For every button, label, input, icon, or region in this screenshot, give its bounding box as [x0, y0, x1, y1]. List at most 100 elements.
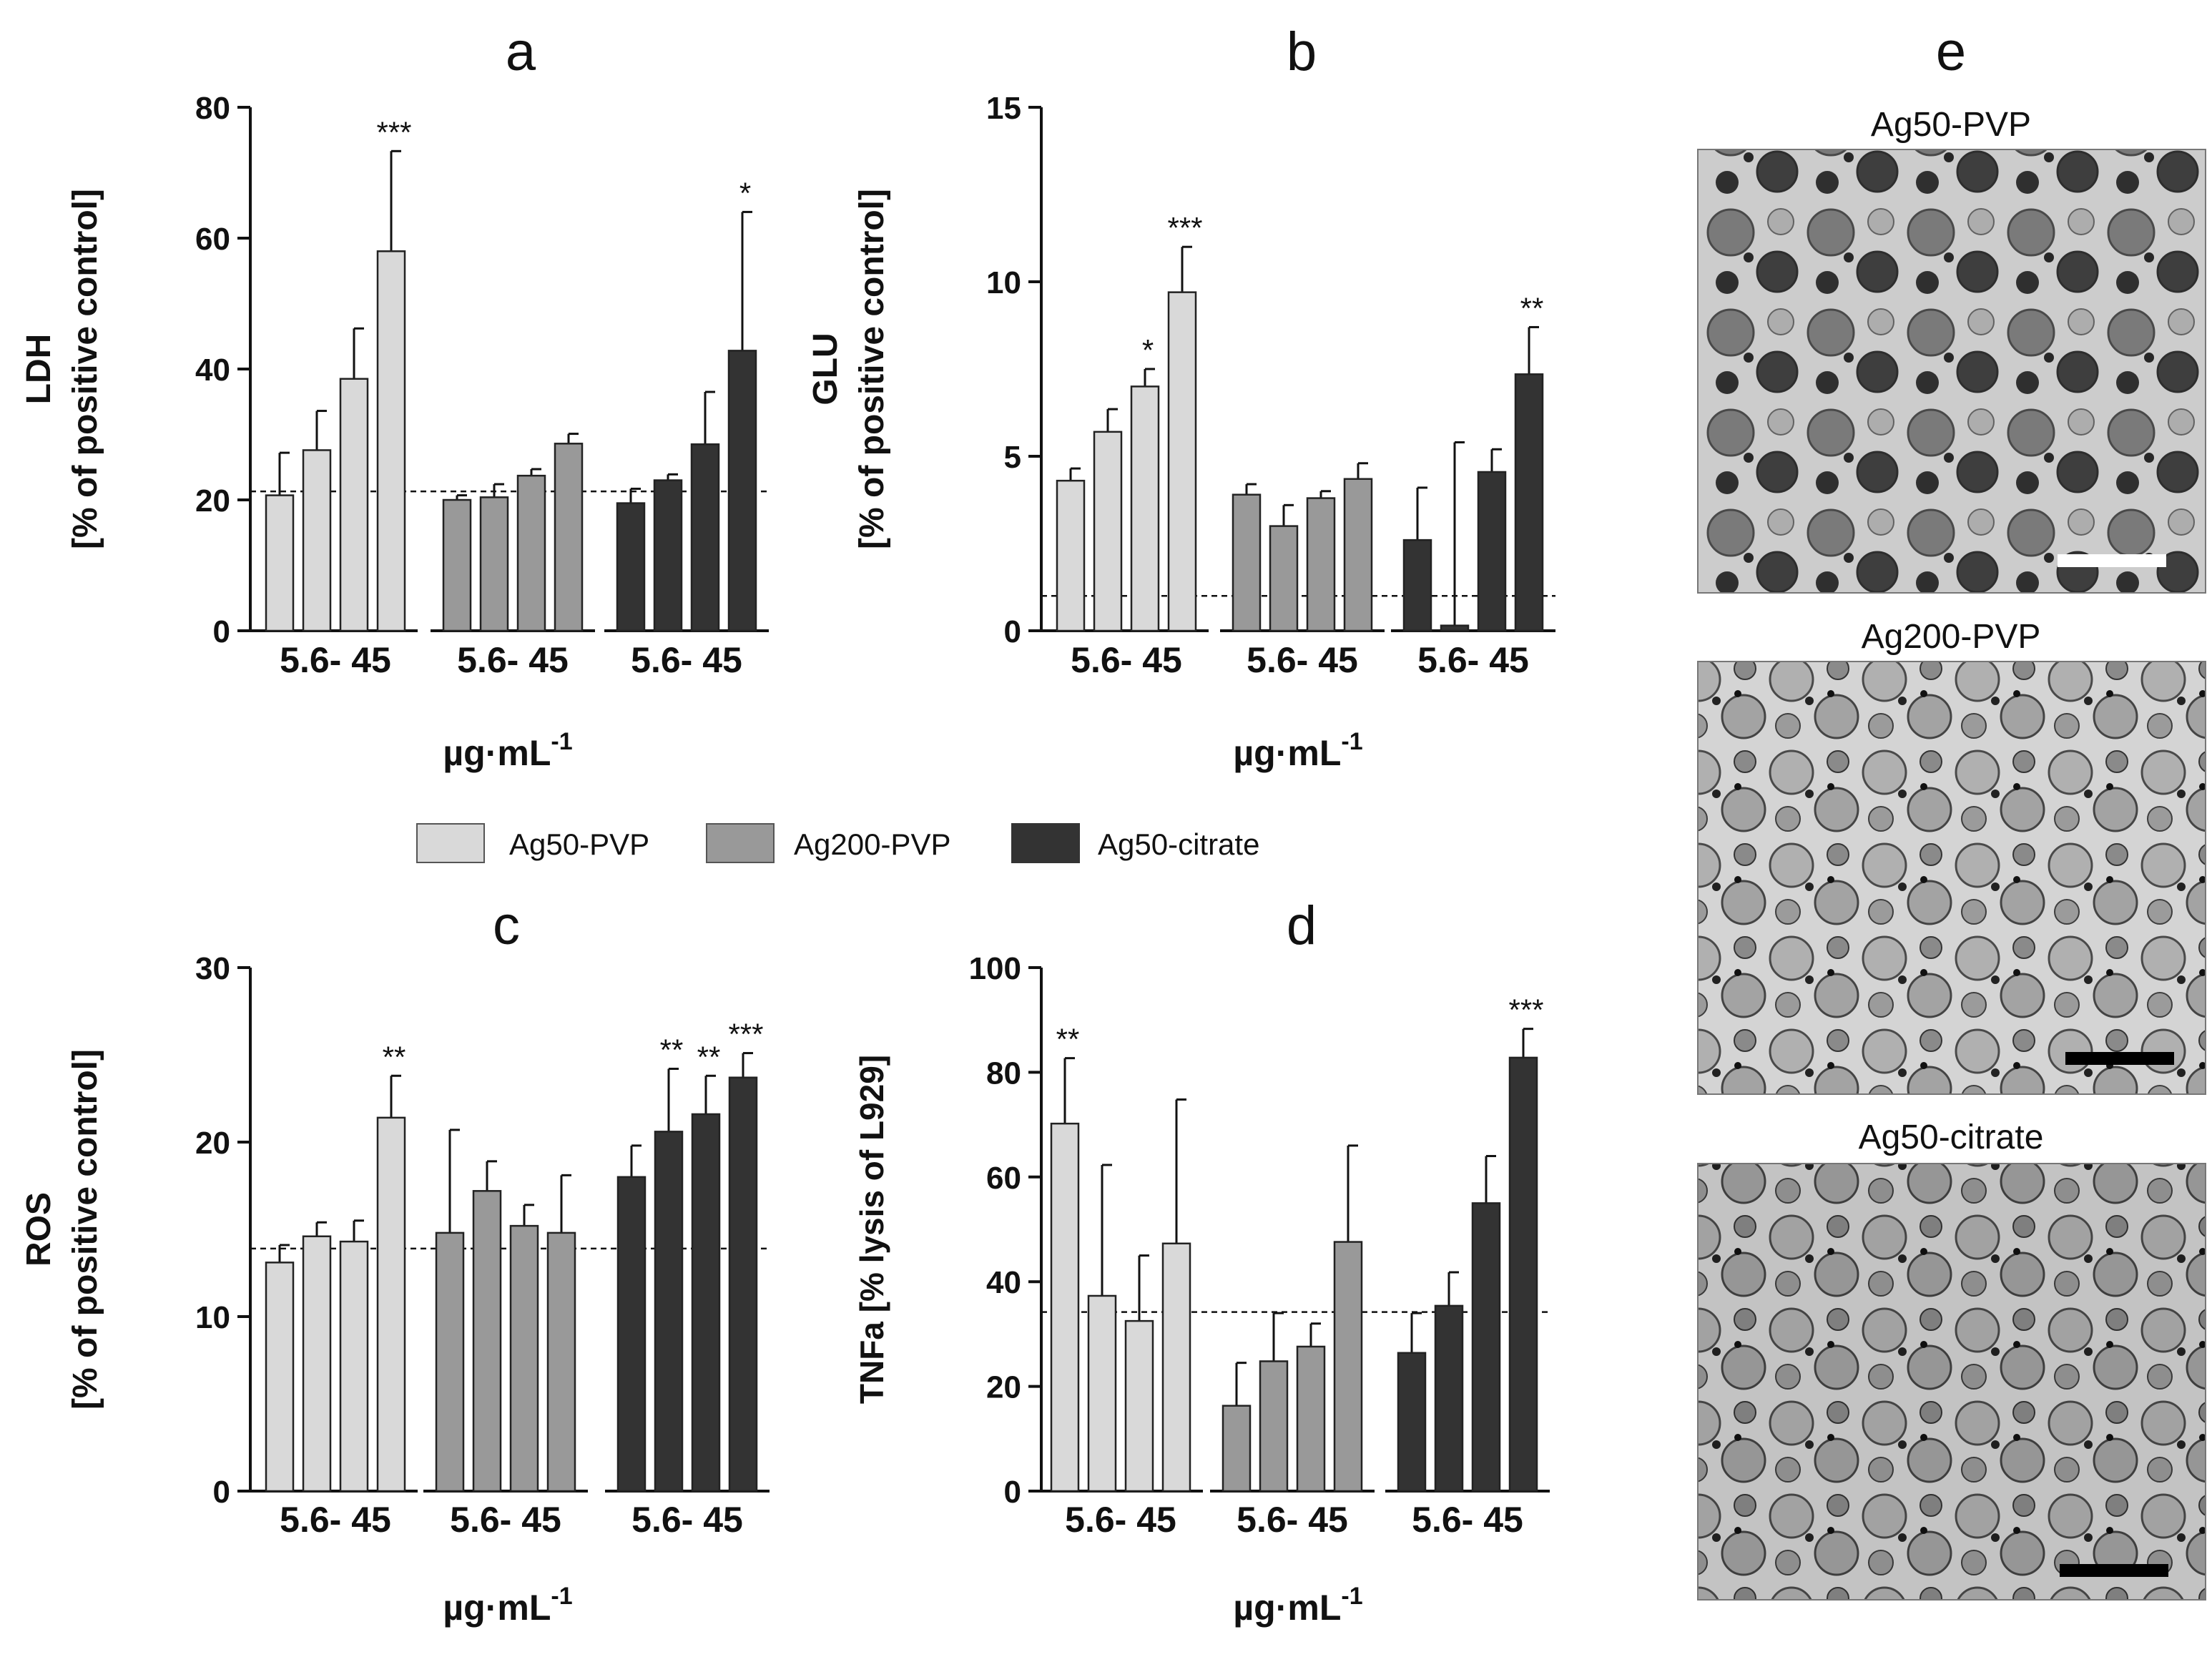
y-axis-label: TNFa [% lysis of L929]: [853, 1055, 890, 1404]
image-caption-ag50-pvp: Ag50-PVP: [1871, 106, 2031, 144]
y-axis-label-units: [% of positive control]: [853, 189, 891, 549]
bar: [302, 449, 332, 632]
x-group-label: 5.6- 45: [1417, 640, 1529, 680]
panel-letter-b: b: [1287, 21, 1317, 82]
bar: [509, 1224, 539, 1493]
bar: [1093, 431, 1123, 632]
panel-letter-c: c: [493, 895, 520, 956]
y-tick-label: 0: [1004, 1475, 1021, 1510]
bar: [442, 498, 472, 632]
y-tick-label: 10: [195, 1300, 230, 1335]
y-tick-label: 100: [969, 951, 1021, 986]
y-tick-label: 60: [986, 1161, 1021, 1196]
bar: [653, 479, 683, 632]
bar: [1056, 479, 1086, 632]
significance-mark: **: [1520, 291, 1544, 325]
y-axis-label: LDH: [20, 334, 58, 405]
bar: [616, 1176, 647, 1493]
y-tick-label: 40: [195, 353, 230, 388]
x-group-label: 5.6- 45: [631, 1500, 743, 1540]
y-tick-label: 20: [986, 1370, 1021, 1405]
x-axis-label-unit: µg·mL: [443, 733, 551, 773]
panel-letter-d: d: [1287, 895, 1317, 956]
bar: [1471, 1202, 1501, 1493]
y-axis-label-units: [% of positive control]: [67, 1049, 104, 1410]
bar: [1124, 1319, 1154, 1493]
significance-mark: **: [660, 1033, 684, 1067]
x-group-label: 5.6- 45: [631, 640, 742, 680]
scale-bar-ag50-pvp: [2058, 554, 2166, 567]
bar: [1440, 624, 1470, 632]
y-tick-label: 0: [213, 614, 230, 649]
significance-mark: **: [1056, 1023, 1080, 1056]
bar: [265, 1262, 295, 1493]
significance-mark: ***: [1167, 211, 1202, 245]
chart-panel-a: 0 20 40 60 80 LDH [% of positive control] *** 5.…: [20, 91, 769, 773]
y-axis-label-units: [% of positive control]: [67, 189, 104, 549]
bar: [1333, 1241, 1363, 1493]
bar: [1514, 373, 1544, 632]
bar: [1477, 471, 1507, 632]
y-tick-label: 20: [195, 483, 230, 518]
y-tick-label: 0: [213, 1475, 230, 1510]
legend-label-ag200-pvp: Ag200-PVP: [794, 827, 950, 861]
x-axis-label: µg·mL-1: [443, 728, 572, 773]
x-group-label: 5.6- 45: [1237, 1500, 1348, 1540]
y-tick-label: 30: [195, 951, 230, 986]
bar: [376, 250, 406, 632]
legend-swatch-ag200-pvp: [706, 823, 775, 863]
legend-swatch-ag50-pvp: [416, 823, 485, 863]
significance-mark: ***: [1508, 993, 1543, 1027]
bar: [691, 1113, 721, 1493]
x-axis-label-unit: µg·mL: [1233, 733, 1341, 773]
bar: [1269, 525, 1299, 632]
chart-panel-d: 0 20 40 60 80 100 TNFa [% lysis of L929] ** 5.6-…: [853, 951, 1550, 1628]
bar: [1296, 1345, 1326, 1493]
x-axis-label-exponent: -1: [1341, 1583, 1362, 1610]
y-tick-label: 10: [986, 265, 1021, 300]
x-group-label: 5.6- 45: [457, 640, 569, 680]
bar: [1167, 291, 1197, 632]
bar: [1232, 493, 1262, 632]
bar: [479, 496, 509, 632]
bar: [728, 1076, 758, 1493]
x-group-label: 5.6- 45: [1412, 1500, 1523, 1540]
y-axis-label: ROS: [20, 1192, 58, 1267]
x-axis-label-exponent: -1: [1341, 728, 1362, 755]
bar: [1402, 539, 1432, 632]
panel-letter-a: a: [506, 21, 536, 82]
bar: [1221, 1405, 1252, 1493]
y-axis-label: GLU: [807, 333, 845, 405]
x-group-label: 5.6- 45: [1065, 1500, 1176, 1540]
significance-mark: *: [1142, 333, 1154, 367]
x-axis-label-exponent: -1: [551, 1583, 572, 1610]
chart-panel-c: 0 10 20 30 ROS [% of positive control] ** 5.6- …: [20, 951, 770, 1628]
bar: [554, 443, 584, 632]
bar: [1050, 1122, 1080, 1493]
image-caption-ag50-citrate: Ag50-citrate: [1859, 1118, 2044, 1156]
significance-mark: **: [697, 1040, 721, 1073]
scale-bar-ag50-citrate: [2060, 1564, 2168, 1577]
legend-label-ag50-citrate: Ag50-citrate: [1098, 827, 1259, 861]
bar: [339, 378, 369, 632]
bar: [1087, 1294, 1117, 1493]
image-caption-ag200-pvp: Ag200-PVP: [1862, 618, 2041, 656]
x-group-label: 5.6- 45: [1071, 640, 1182, 680]
panel-letter-e: e: [1936, 21, 1966, 82]
scale-bar-ag200-pvp: [2065, 1052, 2174, 1065]
bar: [1343, 478, 1373, 632]
bar: [1130, 385, 1160, 632]
bar: [1434, 1304, 1464, 1493]
bar: [1306, 497, 1336, 632]
bar: [546, 1231, 576, 1493]
bar: [654, 1131, 684, 1493]
legend-label-ag50-pvp: Ag50-PVP: [509, 827, 649, 861]
x-axis-label: µg·mL-1: [1233, 1583, 1362, 1628]
y-tick-label: 80: [195, 91, 230, 126]
y-tick-label: 40: [986, 1265, 1021, 1300]
bar: [516, 474, 546, 632]
bar: [435, 1231, 465, 1493]
y-tick-label: 0: [1004, 614, 1021, 649]
